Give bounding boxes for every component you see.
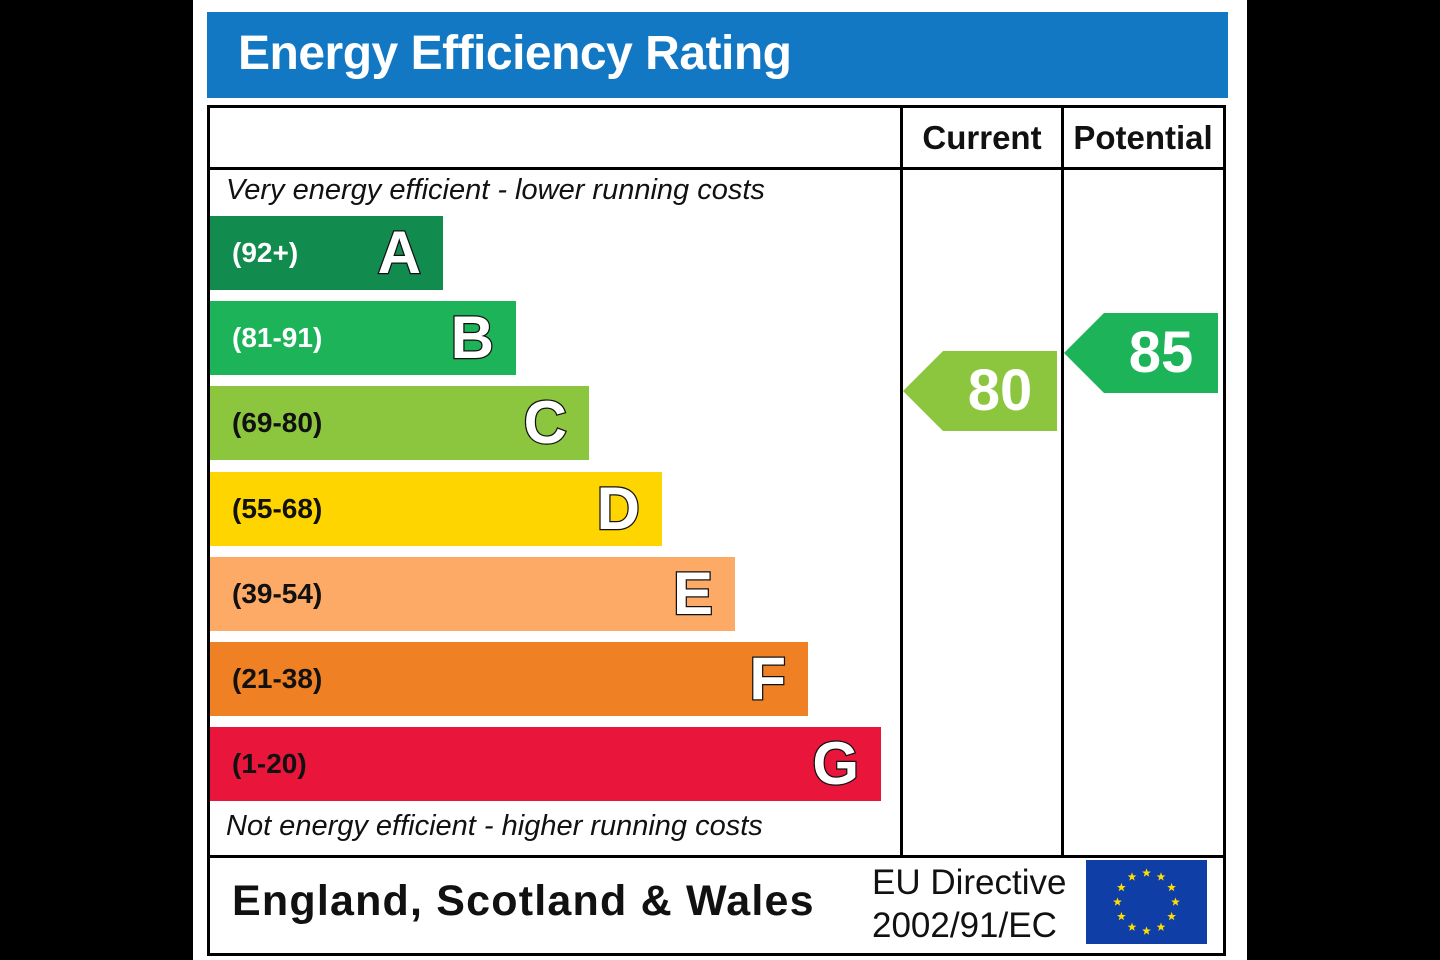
band-e: (39-54) E (210, 556, 735, 631)
epc-graph: Energy Efficiency Rating Current Potenti… (193, 0, 1247, 960)
potential-column-divider (1061, 108, 1064, 858)
band-b: (81-91) B (210, 301, 516, 376)
eu-star-icon (1117, 882, 1126, 892)
eu-star-icon (1127, 872, 1137, 881)
footer-divider (210, 855, 1223, 858)
band-range-label: (81-91) (232, 322, 323, 354)
chart-title: Energy Efficiency Rating (238, 27, 792, 80)
band-f: (21-38) F (210, 642, 808, 716)
current-column-divider (900, 108, 903, 858)
band-a: (92+) A (210, 216, 443, 290)
potential-column-header: Potential (1073, 119, 1213, 156)
eu-directive-line2: 2002/91/EC (872, 906, 1057, 945)
eu-flag-icon (1086, 860, 1207, 944)
rating-value: 85 (1128, 319, 1194, 385)
eu-directive: EU Directive 2002/91/EC (872, 861, 1066, 947)
eu-star-icon (1113, 897, 1122, 906)
rating-arrow-fill (1064, 312, 1218, 393)
eu-star-icon (1156, 872, 1166, 881)
band-range-label: (69-80) (232, 407, 323, 439)
top-caption: Very energy efficient - lower running co… (226, 174, 765, 206)
band-d: (55-68) D (210, 471, 662, 546)
band-letter: C (522, 388, 568, 458)
band-letter: B (449, 303, 495, 373)
eu-star-icon (1117, 911, 1126, 921)
footer-country: England, Scotland & Wales (232, 877, 815, 925)
footer: England, Scotland & Wales EU Directive 2… (210, 855, 1223, 953)
band-range-label: (1-20) (232, 748, 307, 780)
band-letter: A (376, 218, 422, 288)
rating-arrow-shape (1064, 312, 1218, 393)
rating-arrow-fill (903, 351, 1057, 432)
eu-star-icon (1167, 882, 1176, 892)
band-range-label: (92+) (232, 237, 299, 268)
rating-value: 80 (967, 358, 1033, 424)
band-range-label: (55-68) (232, 492, 323, 524)
current-column-header: Current (922, 119, 1042, 156)
band-letter: F (748, 644, 787, 714)
title-bar: Energy Efficiency Rating (207, 12, 1228, 98)
rating-arrow-shape (903, 351, 1057, 432)
band-letter: G (811, 729, 860, 799)
band-letter: D (595, 473, 641, 543)
eu-star-icon (1127, 922, 1137, 931)
eu-star-icon (1142, 868, 1151, 877)
band-letter: E (672, 559, 715, 629)
eu-star-icon (1167, 911, 1176, 921)
eu-directive-line1: EU Directive (872, 863, 1067, 902)
band-g: (1-20) G (210, 727, 881, 802)
band-range-label: (39-54) (232, 577, 323, 609)
band-range-label: (21-38) (232, 663, 323, 694)
eu-star-icon (1156, 922, 1166, 931)
bottom-caption: Not energy efficient - higher running co… (226, 810, 763, 842)
chart-frame: Current Potential Very energy efficient … (207, 105, 1226, 956)
eu-star-icon (1171, 897, 1180, 906)
header-divider (210, 167, 1223, 170)
band-c: (69-80) C (210, 386, 589, 461)
eu-star-icon (1142, 926, 1151, 935)
